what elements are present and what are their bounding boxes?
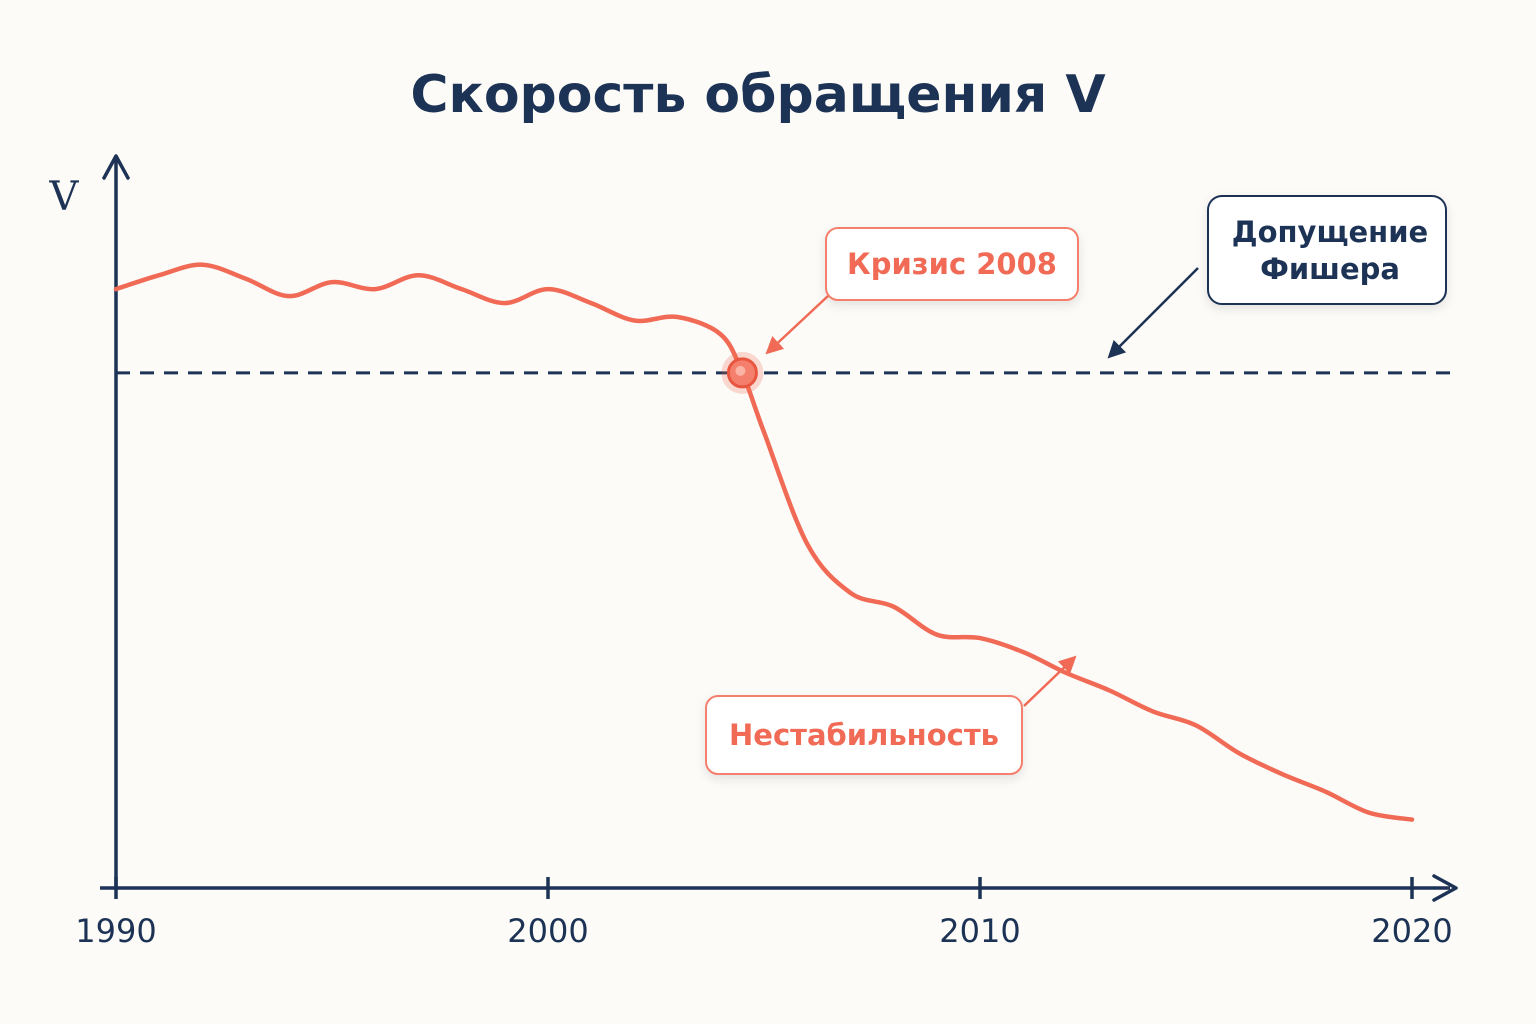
- y-axis-arrowhead: [102, 154, 130, 180]
- annotation-fisher-box: [1207, 195, 1447, 305]
- annotation-instability-label: Нестабильность: [729, 718, 999, 752]
- annotation-instability-box: [705, 695, 1023, 775]
- annotation-crisis-arrow: [765, 295, 829, 355]
- annotation-instability-arrow: [1023, 655, 1077, 707]
- annotation-crisis-2008: Кризис 2008: [765, 227, 1079, 355]
- x-axis-arrowhead: [1432, 874, 1458, 902]
- crisis-point-highlight: [735, 365, 746, 376]
- annotation-fisher-arrow: [1107, 267, 1199, 359]
- x-tick-label: 2020: [1371, 912, 1452, 950]
- annotation-crisis-box: [825, 227, 1079, 301]
- annotation-instability: Нестабильность: [705, 655, 1077, 775]
- annotation-fisher-line-1: Допущение: [1232, 215, 1428, 249]
- velocity-series-line: [113, 262, 1415, 822]
- y-axis-label: V: [49, 174, 80, 220]
- x-tick-label: 2010: [939, 912, 1020, 950]
- x-tick-label: 1990: [75, 912, 156, 950]
- x-tick-label: 2000: [507, 912, 588, 950]
- annotation-fisher-assumption: Допущение Фишера: [1107, 195, 1447, 359]
- annotation-crisis-label: Кризис 2008: [847, 247, 1057, 281]
- chart-title: Скорость обращения V: [410, 65, 1105, 125]
- annotation-fisher-line-2: Фишера: [1260, 252, 1400, 286]
